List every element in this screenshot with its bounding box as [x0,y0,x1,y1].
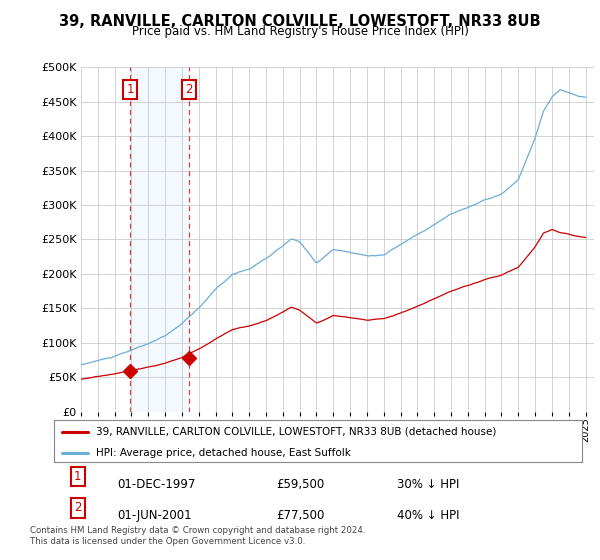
Text: 2: 2 [185,83,193,96]
Text: £59,500: £59,500 [276,478,324,491]
Text: 1: 1 [127,83,134,96]
Text: 40% ↓ HPI: 40% ↓ HPI [397,509,460,522]
Text: Price paid vs. HM Land Registry's House Price Index (HPI): Price paid vs. HM Land Registry's House … [131,25,469,38]
Text: £77,500: £77,500 [276,509,324,522]
Text: 30% ↓ HPI: 30% ↓ HPI [397,478,460,491]
Text: 39, RANVILLE, CARLTON COLVILLE, LOWESTOFT, NR33 8UB: 39, RANVILLE, CARLTON COLVILLE, LOWESTOF… [59,14,541,29]
Text: 2: 2 [74,501,82,514]
Bar [130,67,189,412]
Text: 01-DEC-1997: 01-DEC-1997 [118,478,196,491]
Text: 01-JUN-2001: 01-JUN-2001 [118,509,192,522]
Text: 39, RANVILLE, CARLTON COLVILLE, LOWESTOFT, NR33 8UB (detached house): 39, RANVILLE, CARLTON COLVILLE, LOWESTOF… [96,427,497,437]
Text: Contains HM Land Registry data © Crown copyright and database right 2024.
This d: Contains HM Land Registry data © Crown c… [30,526,365,546]
Text: HPI: Average price, detached house, East Suffolk: HPI: Average price, detached house, East… [96,448,351,458]
Text: 1: 1 [74,470,82,483]
